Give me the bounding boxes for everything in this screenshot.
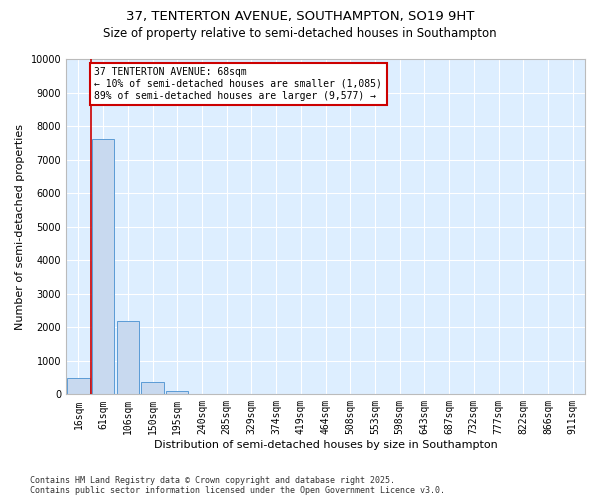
Bar bbox=[142, 382, 164, 394]
Text: 37 TENTERTON AVENUE: 68sqm
← 10% of semi-detached houses are smaller (1,085)
89%: 37 TENTERTON AVENUE: 68sqm ← 10% of semi… bbox=[94, 68, 382, 100]
Bar bbox=[67, 378, 89, 394]
Bar bbox=[92, 140, 114, 394]
Text: Contains HM Land Registry data © Crown copyright and database right 2025.
Contai: Contains HM Land Registry data © Crown c… bbox=[30, 476, 445, 495]
Bar bbox=[166, 391, 188, 394]
X-axis label: Distribution of semi-detached houses by size in Southampton: Distribution of semi-detached houses by … bbox=[154, 440, 497, 450]
Text: 37, TENTERTON AVENUE, SOUTHAMPTON, SO19 9HT: 37, TENTERTON AVENUE, SOUTHAMPTON, SO19 … bbox=[126, 10, 474, 23]
Bar bbox=[117, 320, 139, 394]
Y-axis label: Number of semi-detached properties: Number of semi-detached properties bbox=[15, 124, 25, 330]
Text: Size of property relative to semi-detached houses in Southampton: Size of property relative to semi-detach… bbox=[103, 28, 497, 40]
